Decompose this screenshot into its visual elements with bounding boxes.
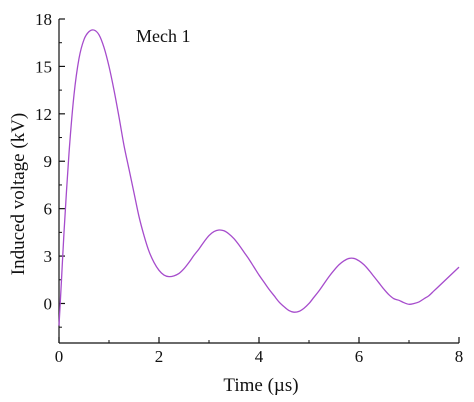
- y-axis-title: Induced voltage (kV): [8, 113, 29, 276]
- y-axis-tick-labels: 0 3 6 9 12 15 18: [35, 10, 52, 313]
- x-tick-label-4: 8: [455, 347, 464, 366]
- x-axis-ticks: [58, 337, 460, 343]
- y-tick-label-2: 6: [44, 200, 53, 219]
- y-tick-label-1: 3: [44, 247, 53, 266]
- x-axis-title: Time (µs): [223, 375, 298, 396]
- y-tick-label-5: 15: [35, 57, 52, 76]
- x-axis-tick-labels: 0 2 4 6 8: [55, 347, 464, 366]
- series-line-voltage: [58, 29, 460, 326]
- x-tick-label-2: 4: [255, 347, 264, 366]
- x-tick-label-3: 6: [355, 347, 364, 366]
- y-tick-label-4: 12: [35, 105, 52, 124]
- y-tick-label-6: 18: [35, 10, 52, 29]
- y-tick-label-0: 0: [44, 294, 53, 313]
- plot-frame: [58, 19, 459, 344]
- annotation-label: Mech 1: [136, 26, 190, 46]
- x-tick-label-0: 0: [55, 347, 64, 366]
- y-tick-label-3: 9: [44, 152, 53, 171]
- x-tick-label-1: 2: [155, 347, 164, 366]
